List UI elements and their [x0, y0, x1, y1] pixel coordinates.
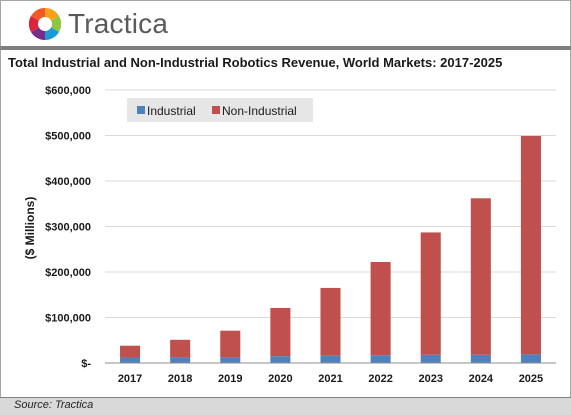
x-tick-label: 2022: [368, 373, 392, 385]
source-note: Source: Tractica: [14, 399, 94, 411]
bar-non-industrial-2025: [520, 135, 541, 355]
bar-non-industrial-2017: [120, 345, 141, 358]
bar-industrial-2021: [320, 355, 341, 363]
bar-non-industrial-2020: [270, 307, 291, 357]
brand-header: Tractica: [28, 5, 168, 43]
y-tick-label: $200,000: [45, 267, 91, 279]
x-axis-ticks: 2017 2018 2019 2020 2021 2022 2023 2024 2025: [118, 373, 543, 385]
x-tick-label: 2020: [268, 373, 292, 385]
legend-swatch-non-industrial: [212, 106, 220, 114]
x-tick-label: 2017: [118, 373, 142, 385]
bar-industrial-2018: [170, 357, 191, 363]
bar-industrial-2023: [420, 354, 441, 363]
x-tick-label: 2018: [168, 373, 192, 385]
legend-swatch-industrial: [137, 106, 145, 114]
y-tick-label: $400,000: [45, 176, 91, 188]
bar-industrial-2025: [520, 354, 541, 363]
y-axis-ticks: $- $100,000 $200,000 $300,000 $400,000 $500,0…: [45, 85, 91, 370]
y-tick-label: $500,000: [45, 131, 91, 143]
x-tick-label: 2025: [519, 373, 543, 385]
chart-title: Total Industrial and Non-Industrial Robo…: [8, 55, 503, 70]
brand-name: Tractica: [68, 8, 169, 39]
footer-bar: Source: Tractica: [0, 397, 571, 415]
bar-industrial-2019: [220, 357, 241, 363]
x-tick-label: 2023: [418, 373, 442, 385]
bar-non-industrial-2019: [220, 330, 241, 358]
x-tick-label: 2019: [218, 373, 242, 385]
bar-industrial-2024: [470, 354, 491, 363]
x-tick-label: 2021: [318, 373, 342, 385]
y-tick-label: $600,000: [45, 85, 91, 97]
y-axis-label: ($ Millions): [23, 197, 37, 260]
bar-industrial-2020: [270, 356, 291, 363]
title-divider: [0, 46, 571, 50]
bars: [120, 135, 541, 363]
legend-label-non-industrial: Non-Industrial: [222, 104, 297, 118]
bar-non-industrial-2022: [370, 261, 391, 356]
bar-industrial-2017: [120, 357, 141, 363]
x-tick-label: 2024: [469, 373, 494, 385]
bar-non-industrial-2024: [470, 198, 491, 355]
legend: Industrial Non-Industrial: [127, 98, 313, 122]
y-tick-label: $100,000: [45, 313, 91, 325]
y-tick-label: $300,000: [45, 222, 91, 234]
y-tick-label: $-: [81, 358, 91, 370]
bar-non-industrial-2023: [420, 232, 441, 355]
legend-label-industrial: Industrial: [147, 104, 196, 118]
bar-industrial-2022: [370, 355, 391, 363]
bar-non-industrial-2018: [170, 339, 191, 358]
bar-non-industrial-2021: [320, 287, 341, 356]
tractica-pinwheel-logo-icon: [28, 7, 62, 41]
